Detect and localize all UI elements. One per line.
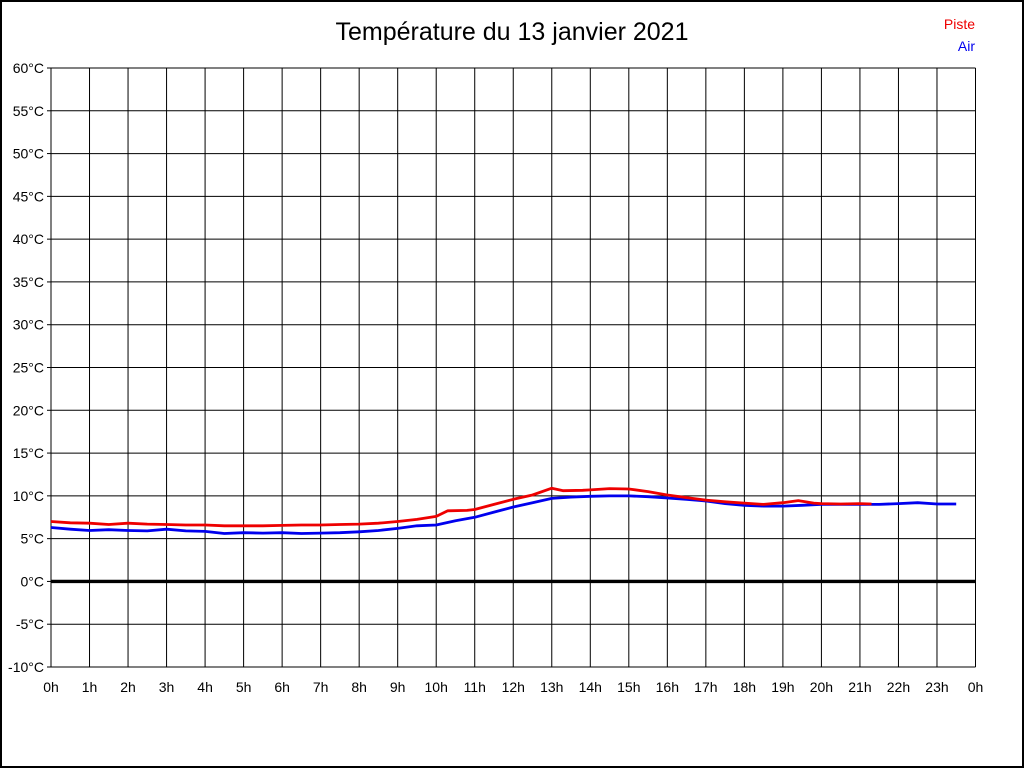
y-tick-label: 15°C: [13, 445, 44, 461]
y-tick-label: 60°C: [13, 60, 44, 76]
x-tick-label: 10h: [425, 679, 448, 695]
y-tick-label: 10°C: [13, 488, 44, 504]
y-tick-label: 55°C: [13, 103, 44, 119]
x-tick-label: 20h: [810, 679, 833, 695]
x-tick-label: 16h: [656, 679, 679, 695]
y-tick-label: 20°C: [13, 402, 44, 418]
y-tick-label: 30°C: [13, 317, 44, 333]
x-tick-label: 0h: [968, 679, 984, 695]
legend-item-piste: Piste: [943, 16, 975, 32]
y-tick-label: 50°C: [13, 146, 44, 162]
x-tick-label: 3h: [159, 679, 175, 695]
y-tick-label: -10°C: [8, 659, 44, 675]
y-tick-label: 35°C: [13, 274, 44, 290]
x-tick-label: 1h: [82, 679, 98, 695]
x-tick-label: 13h: [540, 679, 563, 695]
x-tick-label: 0h: [43, 679, 59, 695]
y-tick-label: 40°C: [13, 231, 44, 247]
x-tick-label: 12h: [502, 679, 525, 695]
y-tick-label: 45°C: [13, 188, 44, 204]
y-tick-label: -5°C: [16, 616, 44, 632]
x-tick-label: 5h: [236, 679, 252, 695]
x-tick-label: 18h: [733, 679, 756, 695]
x-tick-label: 19h: [771, 679, 794, 695]
x-tick-label: 17h: [694, 679, 717, 695]
legend-item-air: Air: [957, 38, 975, 54]
legend: Piste Air: [944, 13, 975, 57]
y-tick-label: 25°C: [13, 360, 44, 376]
x-tick-label: 15h: [617, 679, 640, 695]
x-tick-label: 21h: [848, 679, 871, 695]
x-tick-label: 8h: [351, 679, 367, 695]
x-tick-label: 11h: [464, 679, 486, 695]
chart-title: Température du 13 janvier 2021: [335, 18, 689, 46]
x-tick-label: 6h: [274, 679, 290, 695]
x-tick-label: 9h: [390, 679, 406, 695]
x-tick-label: 4h: [197, 679, 213, 695]
x-tick-label: 14h: [579, 679, 602, 695]
y-tick-label: 5°C: [21, 531, 45, 547]
piste-temperature-line: [50, 486, 872, 528]
y-tick-label: 0°C: [21, 573, 45, 589]
x-tick-label: 2h: [120, 679, 136, 695]
x-tick-label: 23h: [925, 679, 948, 695]
air-temperature-line: [50, 494, 957, 535]
x-tick-label: 22h: [887, 679, 910, 695]
x-tick-label: 7h: [313, 679, 329, 695]
